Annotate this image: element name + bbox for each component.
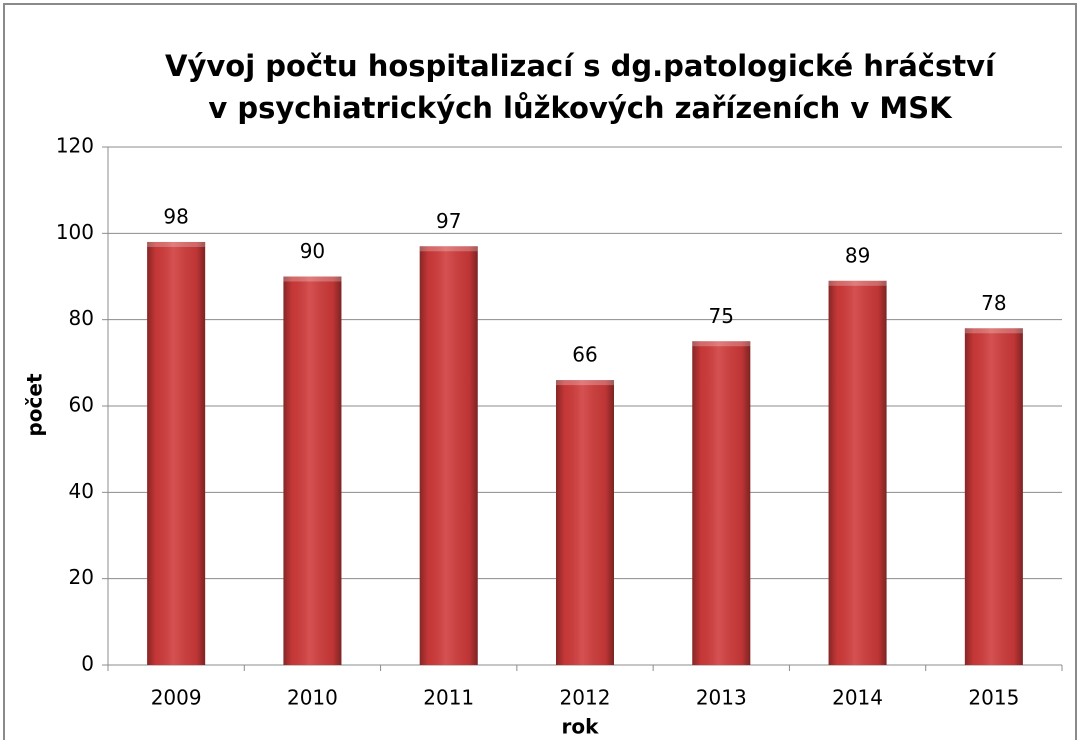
bar-cap [964, 328, 1023, 334]
x-tick-label: 2011 [423, 686, 474, 710]
x-tick-label: 2009 [151, 686, 202, 710]
x-axis-label: rok [562, 715, 600, 739]
bar-cap [828, 280, 887, 286]
y-axis-label: počet [23, 373, 47, 436]
bar-cap [419, 246, 478, 252]
bar-shade [147, 241, 206, 665]
bar-shade [964, 328, 1023, 665]
data-label: 89 [845, 243, 870, 267]
data-label: 78 [981, 291, 1006, 315]
bar-shade [419, 246, 478, 666]
y-tick-label: 40 [69, 479, 94, 503]
y-tick-label: 0 [81, 652, 94, 676]
x-tick-label: 2010 [287, 686, 338, 710]
bar-cap [147, 241, 206, 247]
x-tick-label: 2014 [832, 686, 883, 710]
chart-title: v psychiatrických lůžkových zařízeních v… [208, 91, 953, 125]
x-tick-label: 2015 [968, 686, 1019, 710]
data-label: 97 [436, 209, 461, 233]
y-tick-label: 120 [56, 134, 94, 158]
bar-cap [556, 380, 614, 386]
data-label: 98 [163, 204, 188, 228]
bar-shade [283, 276, 342, 665]
data-label: 90 [300, 239, 325, 263]
bar-cap [692, 341, 751, 347]
bar-shade [556, 380, 614, 665]
x-tick-label: 2012 [560, 686, 611, 710]
chart-title: Vývoj počtu hospitalizací s dg.patologic… [165, 49, 997, 83]
bar-cap [283, 276, 342, 282]
bar-shade [828, 280, 887, 665]
y-tick-label: 100 [56, 220, 94, 244]
data-label: 66 [572, 343, 597, 367]
x-tick-label: 2013 [696, 686, 747, 710]
data-label: 75 [709, 304, 734, 328]
y-tick-label: 80 [69, 306, 94, 330]
bar-shade [692, 341, 751, 665]
y-tick-label: 60 [69, 393, 94, 417]
y-tick-label: 20 [69, 565, 94, 589]
